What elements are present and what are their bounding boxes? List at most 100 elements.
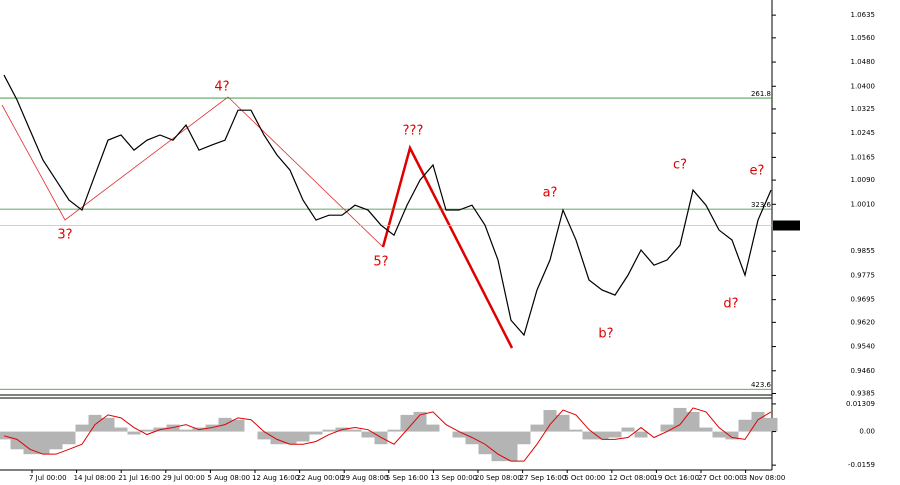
histogram-bar [88,414,102,432]
histogram-bar [0,431,11,440]
x-tick-label: 29 Jul 00:00 [163,474,205,482]
x-tick-label: 5 Oct 00:00 [564,474,605,482]
wave-label: a? [543,186,558,201]
fib-label: 323.6 [751,201,772,209]
histogram-bar [543,410,557,432]
histogram-bar [322,429,336,432]
x-tick-label: 21 Jul 16:00 [118,474,160,482]
x-tick-label: 5 Sep 16:00 [386,474,428,482]
x-tick-label: 19 Oct 16:00 [653,474,699,482]
x-tick-label: 12 Oct 08:00 [609,474,655,482]
histogram-bar [166,424,180,432]
histogram-bar [49,431,63,450]
wave-thin [1,96,384,248]
y-tick-label: 1.0400 [851,82,876,90]
y-tick-label: 0.9620 [851,318,876,326]
fib-label: 261.8 [751,90,771,98]
y-tick-label: 1.0245 [851,129,876,137]
histogram-bar [582,431,596,440]
wave-label: e? [750,164,765,179]
histogram-bar [348,429,362,432]
histogram-bar [764,417,778,432]
y-tick-label: 0.9460 [851,367,876,375]
histogram-bar [725,431,739,440]
histogram-bar [127,431,141,435]
current-price-label: 0.9940 [775,221,800,229]
histogram-bar [36,431,50,455]
x-tick-label: 7 Jul 00:00 [29,474,67,482]
histogram-bar [504,431,518,462]
y-tick-label: 0.01309 [846,400,875,408]
histogram-bar [309,431,323,435]
histogram-bar [283,431,297,445]
histogram-bar [738,419,752,432]
histogram-bar [140,429,154,432]
histogram-bar [556,414,570,432]
y-tick-label: 1.0010 [851,200,876,208]
wave-lines [1,96,514,349]
histogram-bar [686,411,700,432]
histogram-bar [75,424,89,432]
histogram-bar [400,414,414,432]
current-price-box [773,220,800,231]
y-tick-label: -0.0159 [848,461,875,469]
fib-label: 423.6 [751,381,772,389]
y-tick-label: 0.9855 [851,247,876,255]
histogram-bar [426,424,440,432]
x-tick-label: 27 Oct 00:00 [698,474,744,482]
histogram-bar [114,427,128,432]
x-tick-label: 13 Sep 00:00 [430,474,477,482]
histogram-bar [621,427,635,432]
histogram-bar [634,431,648,438]
y-tick-label: 1.0090 [851,176,876,184]
wave-label: 4? [214,80,229,95]
wave-label: c? [673,158,687,173]
histogram-bar [452,431,466,438]
x-tick-label: 27 Sep 16:00 [520,474,567,482]
histogram-bar [205,424,219,432]
price-line [3,74,772,337]
histogram-bar [101,417,115,432]
histogram-bar [491,431,505,462]
histogram-bar [569,429,583,432]
histogram-bar [413,411,427,432]
histogram-bar [595,431,609,440]
histogram-bar [62,431,76,445]
wave-thick [381,144,514,349]
wave-label: d? [723,297,738,312]
x-tick-label: 5 Aug 08:00 [207,474,250,482]
wave-label: ??? [403,124,424,139]
x-tick-label: 22 Aug 00:00 [297,474,344,482]
histogram-bar [257,431,271,440]
histogram-bar [10,431,24,450]
histogram-bar [231,419,245,432]
wave-label: b? [598,327,613,342]
histogram-bar [712,431,726,438]
histogram-bar [387,429,401,432]
y-tick-label: 1.0165 [851,153,876,161]
histogram-bar [530,424,544,432]
y-tick-label: 0.9385 [851,389,876,397]
y-tick-label: 0.9775 [851,271,876,279]
y-tick-label: 0.9695 [851,296,876,304]
histogram-bar [608,431,622,438]
x-tick-label: 20 Sep 08:00 [475,474,522,482]
histogram-bar [23,431,37,455]
histogram-bar [296,431,310,442]
y-tick-label: 1.0560 [851,34,876,42]
y-tick-label: 1.0480 [851,58,876,66]
y-tick-label: 1.0325 [851,105,876,113]
y-tick-label: 0.9540 [851,343,876,351]
wave-label: 5? [373,255,388,270]
wave-label: 3? [57,228,72,243]
x-tick-label: 3 Nov 08:00 [743,474,786,482]
x-tick-label: 14 Jul 08:00 [74,474,116,482]
x-tick-label: 29 Aug 08:00 [341,474,388,482]
histogram-bar [361,431,375,438]
histogram-bar [673,407,687,432]
histogram-bar [660,424,674,432]
histogram-bar [517,431,531,445]
histogram-bar [699,427,713,432]
